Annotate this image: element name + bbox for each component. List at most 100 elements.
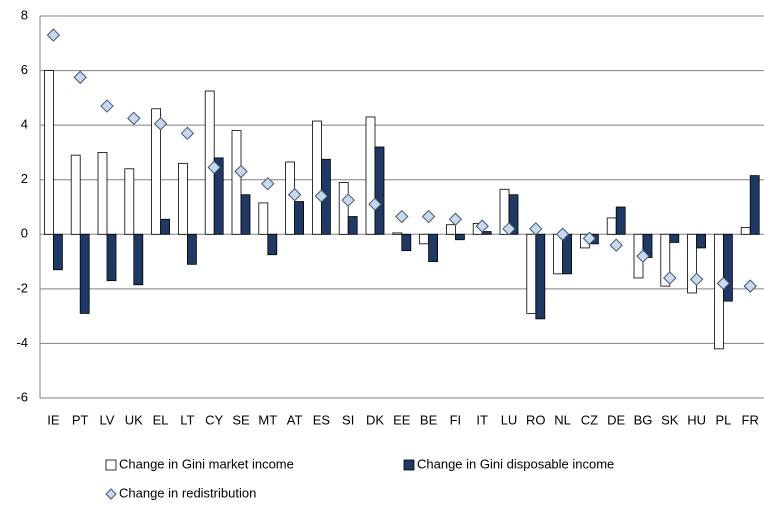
y-tick-label: 6 (21, 62, 28, 77)
diamond-marker (287, 188, 302, 202)
diamond-marker (582, 231, 597, 246)
bar (723, 233, 733, 302)
diamond-marker (73, 70, 87, 85)
x-tick-label: SK (661, 412, 679, 427)
x-tick-label: PL (715, 412, 731, 427)
bar (535, 233, 546, 320)
x-tick-label: EE (393, 412, 411, 427)
bar (97, 152, 108, 235)
bar (374, 146, 385, 235)
diamond-marker (395, 209, 409, 224)
x-tick-label: FR (742, 412, 759, 427)
bar (606, 217, 617, 235)
bar (419, 233, 430, 245)
y-tick-label: 4 (21, 117, 28, 132)
bar (338, 182, 349, 235)
bar (151, 108, 162, 235)
legend-swatch (105, 488, 117, 500)
diamond-marker (529, 222, 543, 236)
diamond-marker (743, 279, 757, 293)
diamond-marker (261, 177, 275, 191)
diamond-marker (314, 189, 329, 203)
x-tick-label: NL (554, 412, 571, 427)
legend-label: Change in Gini market income (119, 456, 294, 471)
bar (526, 233, 537, 314)
bar (481, 231, 492, 235)
y-tick-label: -6 (16, 389, 28, 404)
bar (445, 224, 456, 235)
bar (294, 201, 305, 235)
bar (133, 233, 144, 286)
y-tick-label: 2 (21, 171, 28, 186)
bar (124, 168, 135, 235)
x-tick-label: DE (607, 412, 625, 427)
diamond-marker (609, 238, 623, 252)
diamond-marker (448, 212, 463, 226)
legend-swatch (403, 459, 415, 471)
x-tick-label: ES (313, 412, 331, 427)
bar (44, 70, 54, 235)
x-tick-label: MT (258, 412, 277, 427)
y-tick-label: 8 (21, 7, 28, 22)
diamond-marker (636, 249, 650, 263)
bar (749, 175, 760, 235)
bar (240, 194, 251, 235)
bar (70, 154, 81, 235)
bar (177, 162, 188, 235)
bar (401, 233, 412, 252)
x-tick-label: EL (153, 412, 169, 427)
bar (365, 116, 376, 235)
bar (311, 120, 322, 235)
bar (106, 233, 117, 282)
diamond-marker (689, 272, 704, 287)
bar (714, 233, 724, 350)
bar (392, 232, 403, 235)
x-tick-label: LT (180, 412, 194, 427)
bar (669, 233, 680, 243)
x-tick-label: IE (47, 412, 60, 427)
bar (508, 194, 519, 235)
diamond-marker (180, 126, 195, 141)
diamond-marker (716, 276, 731, 291)
diamond-marker (234, 164, 248, 179)
diamond-marker (341, 193, 355, 207)
diamond-marker (368, 197, 382, 211)
x-tick-label: LU (501, 412, 518, 427)
bar (562, 233, 572, 275)
x-tick-label: SI (342, 412, 354, 427)
x-tick-label: RO (526, 412, 546, 427)
bar (660, 233, 671, 287)
y-tick-label: -4 (16, 335, 28, 350)
diamond-marker (475, 219, 489, 233)
bar (347, 216, 358, 235)
bar (615, 206, 626, 235)
x-tick-label: LV (100, 412, 115, 427)
bar (553, 233, 563, 275)
bar (160, 218, 171, 235)
x-tick-label: FI (450, 412, 462, 427)
bar (53, 233, 63, 271)
diamond-marker (502, 222, 516, 236)
x-tick-label: PT (72, 412, 89, 427)
bar (231, 130, 242, 235)
bar (428, 233, 439, 262)
diamond-marker (421, 209, 436, 224)
bar (79, 233, 90, 314)
bar (267, 233, 278, 256)
legend-label: Change in Gini disposable income (417, 456, 614, 471)
bar (258, 202, 269, 235)
bar (186, 233, 197, 265)
x-tick-label: UK (125, 412, 143, 427)
x-tick-label: DK (366, 412, 384, 427)
diamond-marker (555, 227, 570, 241)
diamond-marker (46, 28, 61, 42)
x-tick-label: BE (420, 412, 438, 427)
x-tick-label: HU (687, 412, 706, 427)
bar (213, 157, 224, 235)
x-tick-label: AT (287, 412, 303, 427)
y-tick-label: -2 (16, 280, 28, 295)
diamond-marker (127, 111, 141, 126)
diamond-marker (100, 99, 114, 113)
legend-label: Change in redistribution (119, 485, 256, 500)
